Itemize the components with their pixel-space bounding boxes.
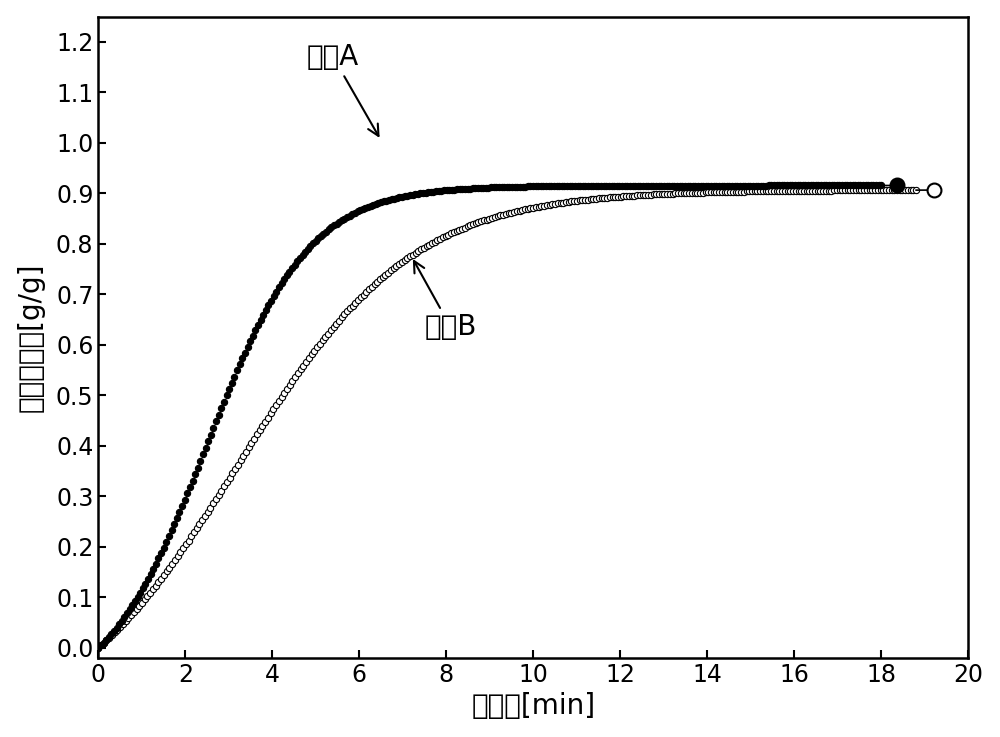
Text: 材料A: 材料A — [307, 43, 378, 136]
Text: 材料B: 材料B — [414, 261, 477, 341]
Y-axis label: 氯气负载／[g/g]: 氯气负载／[g/g] — [17, 262, 45, 412]
X-axis label: 时间／[min]: 时间／[min] — [471, 692, 595, 720]
